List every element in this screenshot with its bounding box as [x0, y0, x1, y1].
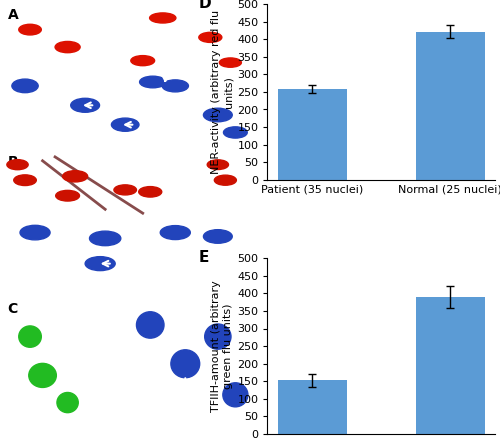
Text: D: D [199, 0, 211, 11]
Y-axis label: NER-activity (arbitrary red flu
units): NER-activity (arbitrary red flu units) [212, 10, 233, 174]
Bar [416, 297, 484, 434]
Text: A: A [8, 8, 18, 22]
Bar [416, 32, 484, 180]
Text: B: B [8, 155, 18, 169]
Text: C: C [8, 302, 18, 316]
Y-axis label: TFIIH-amount (arbitrary
green flu units): TFIIH-amount (arbitrary green flu units) [212, 280, 233, 412]
Bar [278, 89, 346, 180]
Bar [278, 380, 346, 434]
Text: E: E [199, 250, 209, 265]
